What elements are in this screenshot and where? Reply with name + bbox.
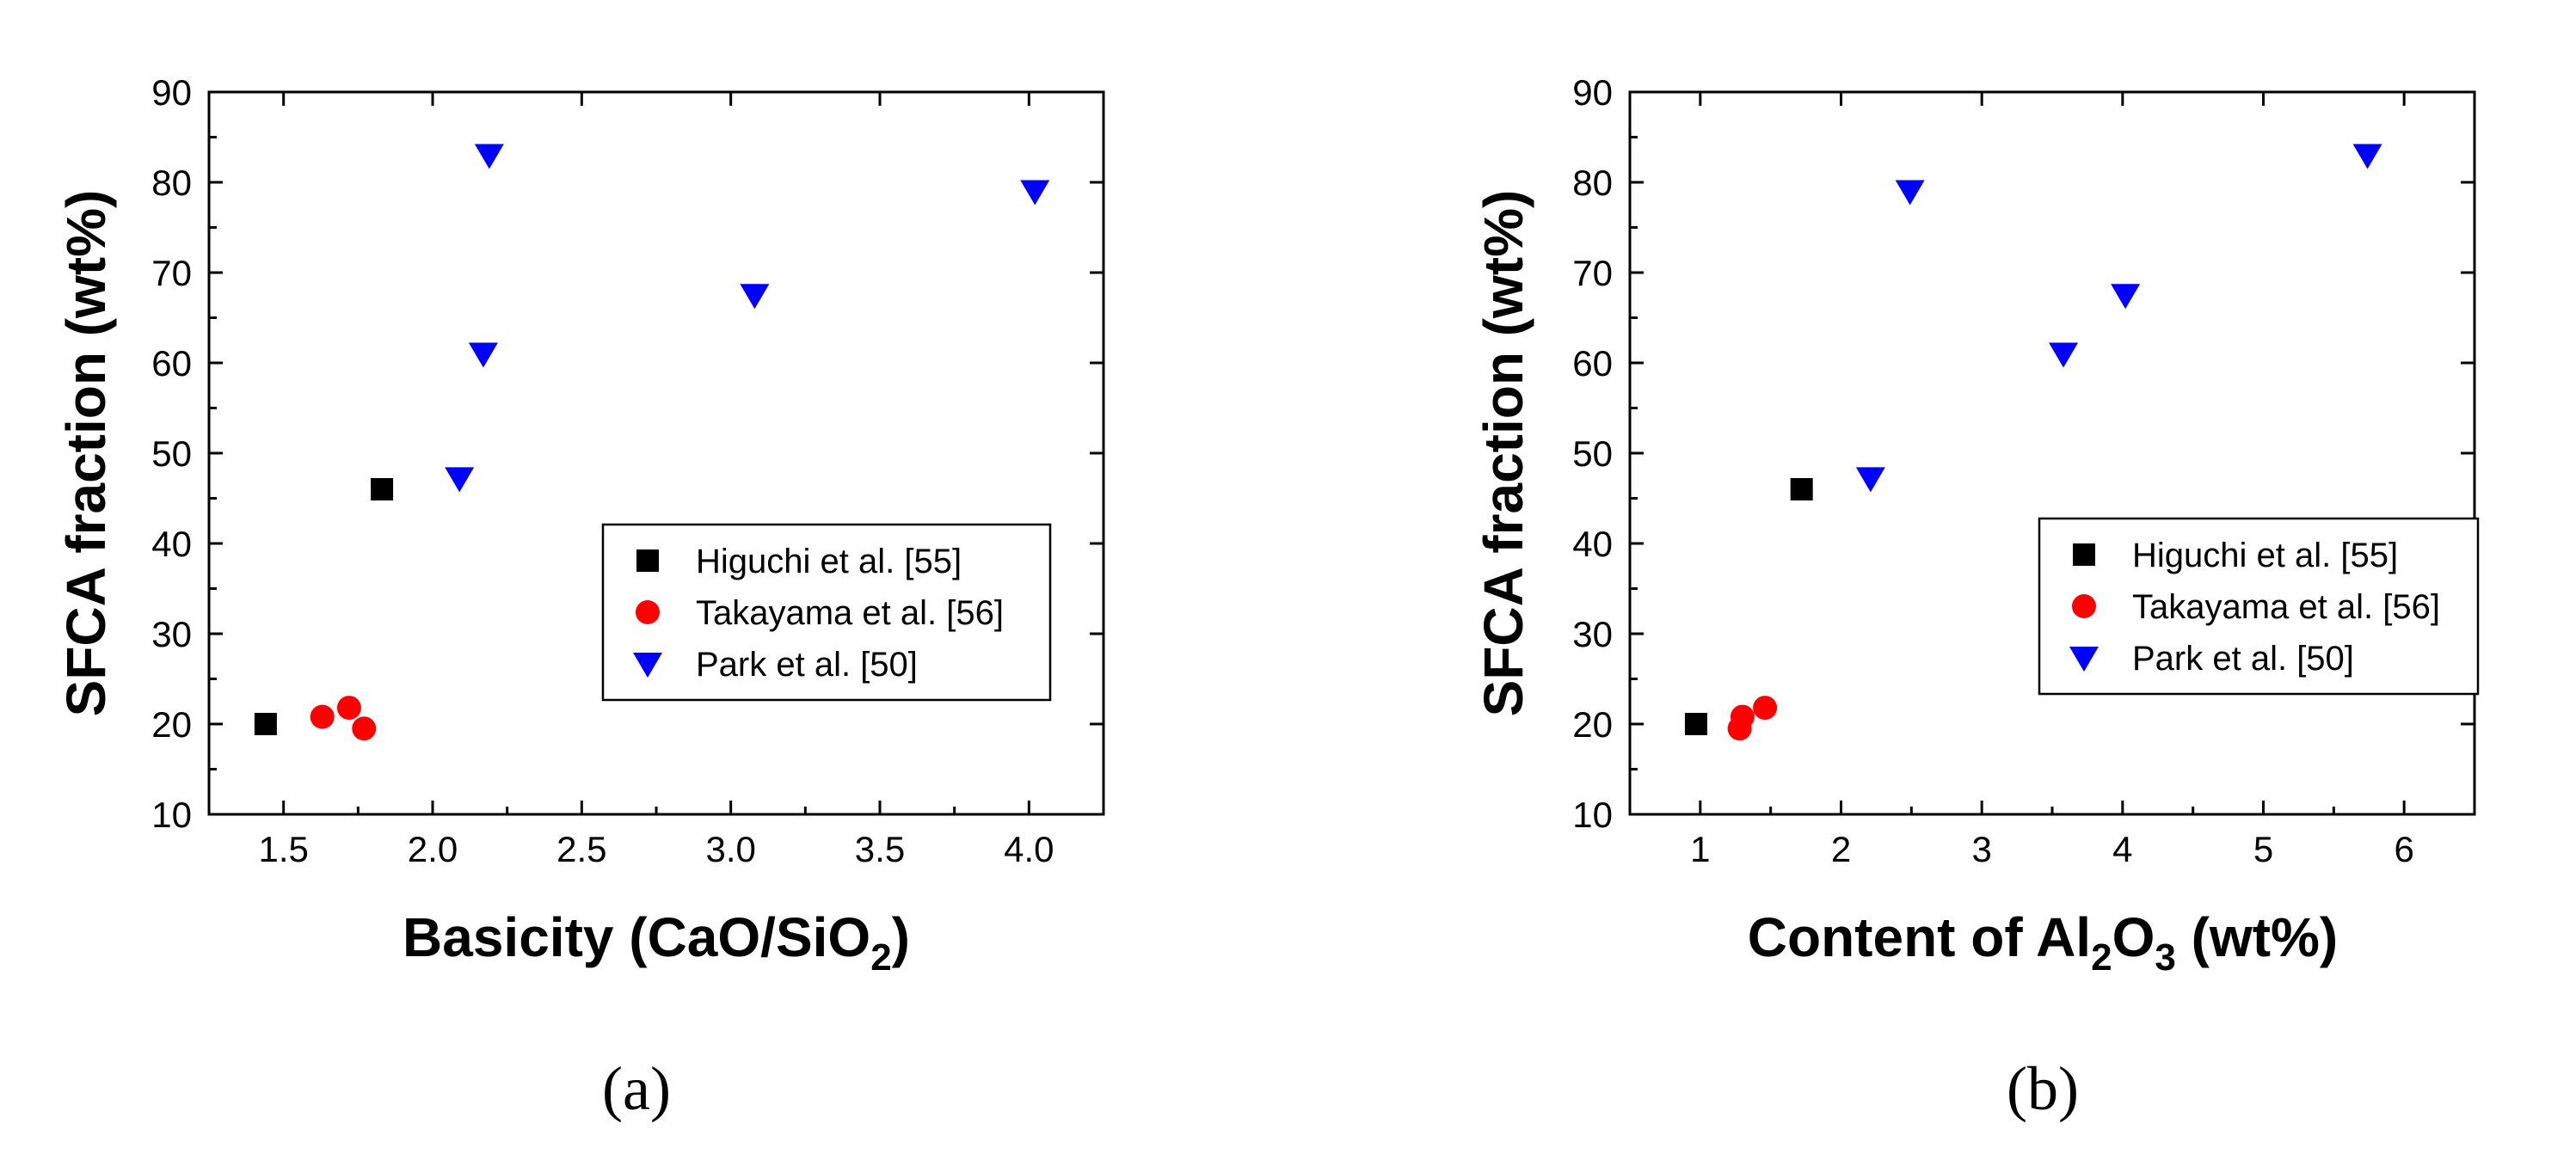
legend-box: [601, 523, 1052, 702]
data-point: [1895, 180, 1925, 206]
y-tick-label: 10: [151, 795, 192, 835]
legend-label: Takayama et al. [56]: [696, 594, 1004, 632]
series-circle: [1727, 696, 1778, 741]
y-tick-label: 80: [151, 163, 192, 203]
legend-label: Higuchi et al. [55]: [696, 543, 962, 580]
panel-label: (b): [2007, 1054, 2079, 1123]
y-tick-label: 30: [151, 614, 192, 654]
y-tick-label: 20: [1572, 704, 1613, 745]
y-tick-label: 40: [151, 524, 192, 564]
y-axis-title: SFCA fraction (wt%): [1472, 190, 1534, 717]
y-tick-label: 70: [151, 253, 192, 293]
legend-label: Takayama et al. [56]: [2132, 588, 2440, 626]
series-square: [1684, 478, 1813, 735]
data-point: [1855, 467, 1885, 493]
x-tick-label: 2.5: [556, 829, 606, 869]
legend-label: Park et al. [50]: [2132, 640, 2354, 678]
data-point: [445, 467, 475, 493]
data-point: [2352, 144, 2382, 169]
data-point: [1684, 713, 1707, 735]
data-point: [254, 713, 277, 735]
y-tick-label: 60: [151, 343, 192, 384]
y-tick-label: 30: [1572, 614, 1613, 654]
data-point: [1753, 696, 1778, 721]
y-tick-label: 70: [1572, 253, 1613, 293]
legend: Higuchi et al. [55] Takayama et al. [56] P…: [2038, 517, 2480, 696]
chart-panel-a: 1.5 2.0 2.5 3.0 3.5 4.0 10 20 30 40 50 60 70 80 90 SFCA…: [55, 72, 1105, 1123]
legend-label: Higuchi et al. [55]: [2132, 537, 2398, 574]
x-tick-label: 3: [1971, 829, 1991, 869]
data-point: [468, 342, 498, 368]
legend-marker: [2072, 594, 2096, 618]
data-point: [1020, 180, 1050, 206]
chart-panel-b: 1 2 3 4 5 6 10 20 30 40 50 60 70 80 90 SFCA fraction (w…: [1472, 72, 2480, 1123]
y-tick-label: 10: [1572, 795, 1613, 835]
data-point: [1790, 478, 1813, 500]
data-point: [310, 704, 335, 729]
data-point: [336, 696, 361, 721]
legend-marker: [2069, 647, 2099, 672]
x-tick-label: 1: [1690, 829, 1710, 869]
series-triangle-down: [1855, 144, 2382, 493]
legend-marker: [2073, 543, 2095, 566]
legend-box: [2038, 517, 2480, 696]
y-tick-label: 20: [151, 704, 192, 745]
x-tick-label: 3.5: [855, 829, 905, 869]
data-point: [2049, 342, 2079, 368]
y-tick-label: 80: [1572, 163, 1613, 203]
legend: Higuchi et al. [55] Takayama et al. [56] P…: [601, 523, 1052, 702]
x-tick-label: 4: [2112, 829, 2132, 869]
data-point: [474, 144, 504, 169]
y-tick-label: 60: [1572, 343, 1613, 384]
data-point: [2111, 284, 2141, 310]
x-tick-label: 2.0: [408, 829, 458, 869]
y-tick-label: 90: [151, 72, 192, 113]
panel-label: (a): [602, 1054, 671, 1123]
legend-label: Park et al. [50]: [696, 646, 918, 684]
y-axis-title: SFCA fraction (wt%): [55, 190, 117, 717]
data-point: [1730, 704, 1755, 729]
data-point: [740, 284, 770, 310]
y-tick-label: 90: [1572, 72, 1613, 113]
legend-marker: [633, 653, 662, 678]
x-tick-label: 4.0: [1004, 829, 1054, 869]
series-square: [254, 478, 394, 735]
data-point: [352, 716, 377, 741]
y-tick-label: 50: [151, 433, 192, 474]
x-tick-label: 1.5: [258, 829, 308, 869]
y-tick-label: 40: [1572, 524, 1613, 564]
y-tick-label: 50: [1572, 433, 1613, 474]
x-tick-label: 5: [2253, 829, 2273, 869]
x-axis-title: Content of Al2O3 (wt%): [1748, 906, 2338, 979]
series-circle: [310, 696, 377, 741]
x-tick-label: 3.0: [705, 829, 755, 869]
x-tick-label: 2: [1831, 829, 1851, 869]
legend-marker: [636, 600, 660, 624]
legend-marker: [636, 549, 659, 572]
x-axis-title: Basicity (CaO/SiO2): [403, 906, 910, 979]
x-tick-label: 6: [2394, 829, 2413, 869]
data-point: [371, 478, 394, 500]
series-triangle-down: [445, 144, 1050, 493]
